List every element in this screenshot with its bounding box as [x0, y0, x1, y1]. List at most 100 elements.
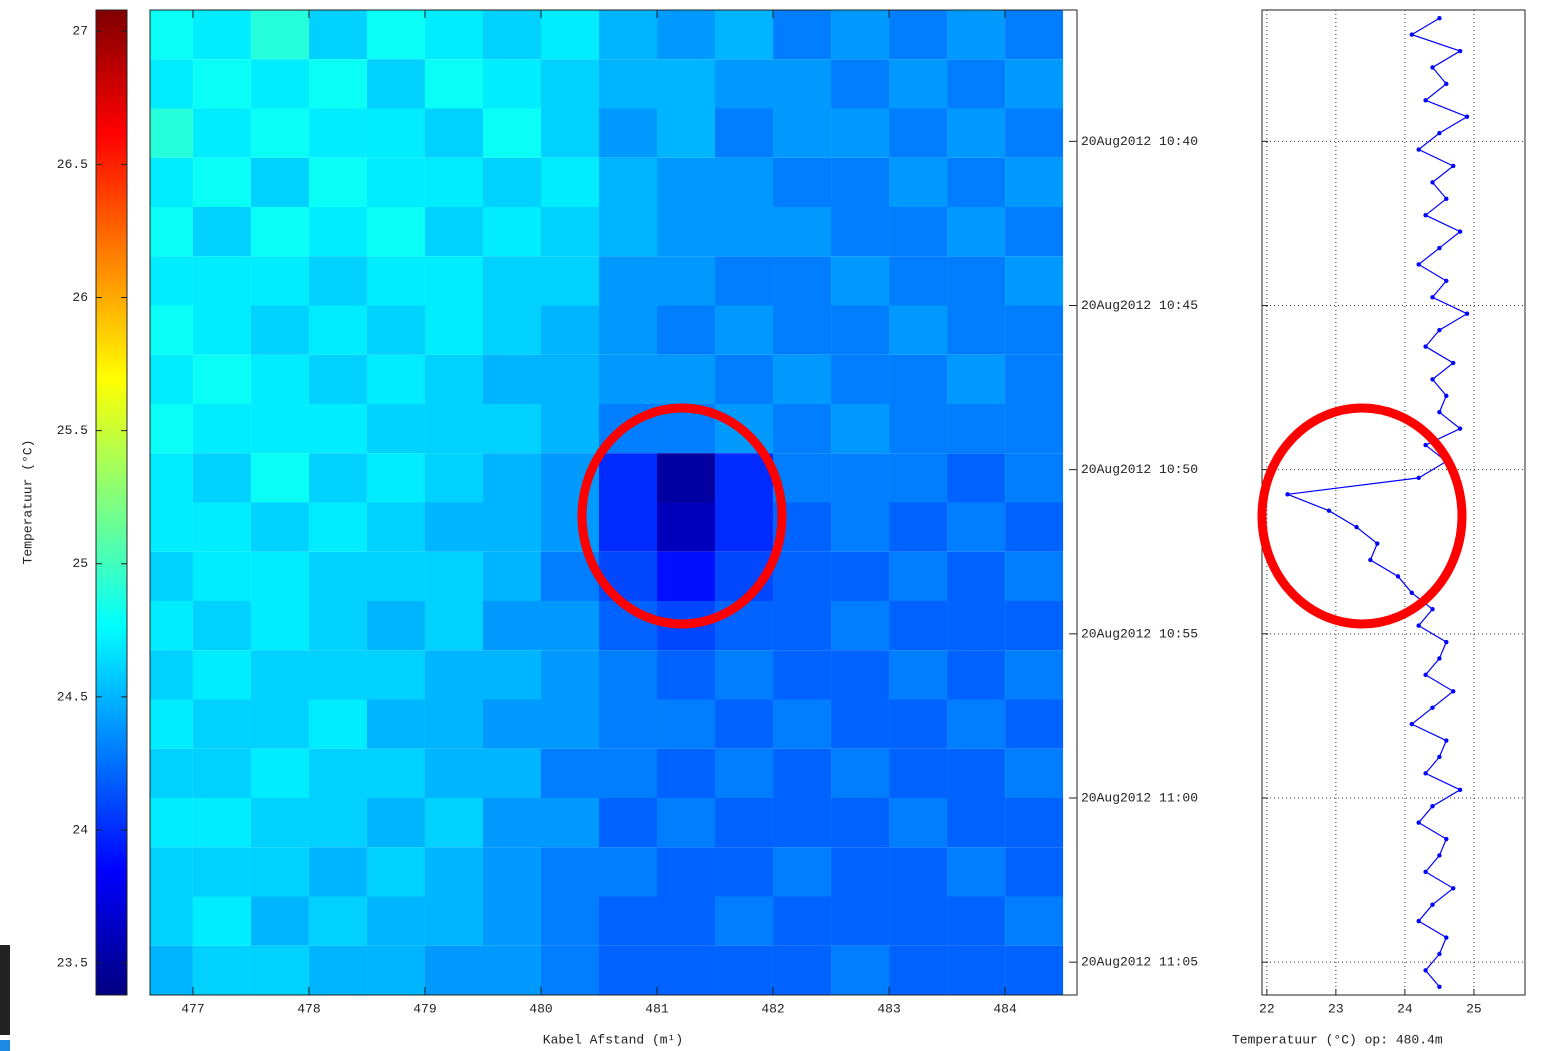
heat-cell — [193, 503, 251, 552]
heat-cell — [947, 59, 1005, 108]
profile-point — [1416, 147, 1420, 151]
heat-cell — [657, 749, 715, 798]
heat-cell — [309, 256, 367, 305]
heat-cell — [773, 306, 831, 355]
heat-cell — [947, 404, 1005, 453]
heat-cell — [367, 109, 425, 158]
profile-point — [1285, 492, 1289, 496]
profile-point — [1444, 394, 1448, 398]
heat-cell — [251, 404, 309, 453]
heat-cell — [193, 10, 251, 59]
heat-cell — [150, 798, 193, 847]
y-tick-label: 20Aug2012 10:45 — [1081, 298, 1198, 313]
heat-cell — [889, 404, 947, 453]
heat-cell — [309, 207, 367, 256]
profile-point — [1437, 656, 1441, 660]
heat-cell — [193, 552, 251, 601]
heat-cell — [150, 207, 193, 256]
heat-cell — [657, 700, 715, 749]
heat-cell — [599, 158, 657, 207]
profile-point — [1423, 98, 1427, 102]
profile-point — [1437, 328, 1441, 332]
heat-cell — [251, 10, 309, 59]
heat-cell — [483, 10, 541, 59]
heat-cell — [150, 503, 193, 552]
heat-cell — [541, 897, 599, 946]
heat-cell — [831, 158, 889, 207]
heat-cell — [251, 59, 309, 108]
heat-cell — [150, 946, 193, 995]
heat-cell — [150, 847, 193, 896]
profile-point — [1430, 180, 1434, 184]
heat-cell — [1005, 306, 1063, 355]
heat-cell — [657, 650, 715, 699]
heat-cell — [1005, 601, 1063, 650]
x-axis-label: Temperatuur (°C) op: 480.4m — [1232, 1032, 1443, 1047]
x-tick-label: 483 — [877, 1001, 900, 1016]
heat-cell — [541, 256, 599, 305]
heat-cell — [541, 650, 599, 699]
profile-point — [1430, 607, 1434, 611]
heat-cell — [831, 207, 889, 256]
heat-cell — [367, 10, 425, 59]
heat-cell — [947, 158, 1005, 207]
profile-point — [1458, 788, 1462, 792]
profile-point — [1437, 853, 1441, 857]
heat-cell — [715, 946, 773, 995]
heat-cell — [150, 700, 193, 749]
heat-cell — [773, 355, 831, 404]
heat-cell — [483, 700, 541, 749]
profile-point — [1423, 673, 1427, 677]
heat-cell — [150, 601, 193, 650]
heat-cell — [773, 650, 831, 699]
heat-cell — [150, 749, 193, 798]
heat-cell — [831, 404, 889, 453]
profile-point — [1444, 837, 1448, 841]
heat-cell — [831, 946, 889, 995]
profile-point — [1327, 509, 1331, 513]
profile-point — [1375, 541, 1379, 545]
heat-cell — [425, 59, 483, 108]
heat-cell — [193, 207, 251, 256]
heat-cell — [309, 10, 367, 59]
heat-cell — [193, 601, 251, 650]
heat-cell — [309, 601, 367, 650]
figure: Temperatuur (°C) Kabel Afstand (m¹) Temp… — [0, 0, 1556, 1051]
heat-cell — [599, 897, 657, 946]
x-tick-label: 25 — [1466, 1001, 1482, 1016]
heat-cell — [309, 847, 367, 896]
heat-cell — [657, 798, 715, 847]
heat-cell — [251, 453, 309, 502]
heat-cell — [251, 847, 309, 896]
heat-cell — [367, 355, 425, 404]
heat-cell — [831, 650, 889, 699]
heat-cell — [657, 109, 715, 158]
heat-cell — [889, 700, 947, 749]
heat-cell — [773, 256, 831, 305]
heat-cell — [657, 207, 715, 256]
heat-cell — [889, 552, 947, 601]
heat-cell — [599, 503, 657, 552]
profile-point — [1437, 16, 1441, 20]
profile-point — [1430, 804, 1434, 808]
heat-cell — [425, 453, 483, 502]
heat-cell — [773, 207, 831, 256]
heat-cell — [599, 700, 657, 749]
heat-cell — [1005, 749, 1063, 798]
heat-cell — [483, 552, 541, 601]
profile-point — [1451, 886, 1455, 890]
heat-cell — [483, 306, 541, 355]
colorbar-tick-label: 23.5 — [57, 955, 88, 970]
profile-point — [1416, 919, 1420, 923]
heat-cell — [425, 306, 483, 355]
profile-point — [1437, 952, 1441, 956]
heat-cell — [715, 601, 773, 650]
heat-cell — [425, 946, 483, 995]
heat-cell — [831, 453, 889, 502]
heat-cell — [773, 10, 831, 59]
heat-cell — [599, 59, 657, 108]
heat-cell — [483, 601, 541, 650]
heat-cell — [715, 256, 773, 305]
heat-cell — [599, 453, 657, 502]
heat-cell — [715, 306, 773, 355]
